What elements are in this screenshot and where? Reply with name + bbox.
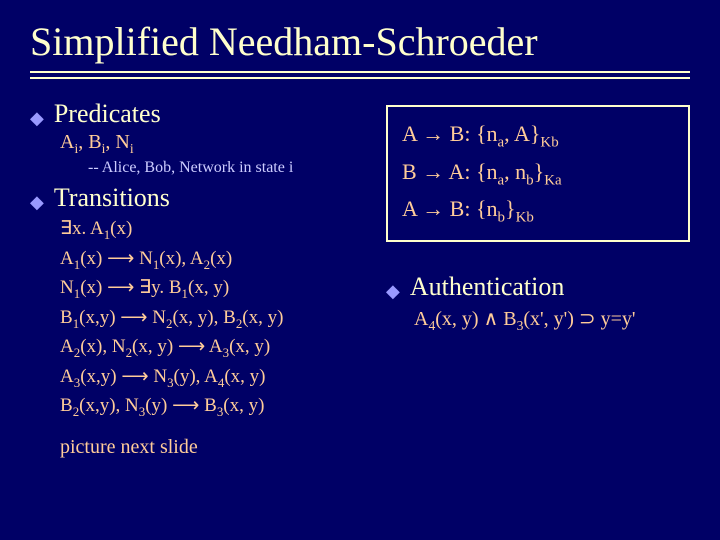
predicates-symbols: Ai, Bi, Ni (60, 131, 366, 157)
transition-line: B2(x,y), N3(y) ⟶ B3(x, y) (60, 392, 366, 422)
authentication-heading-row: ◆ Authentication (386, 272, 690, 302)
left-column: ◆ Predicates Ai, Bi, Ni -- Alice, Bob, N… (30, 99, 366, 459)
bullet-diamond-icon: ◆ (386, 282, 400, 300)
right-column: A → B: {na, A}KbB → A: {na, nb}KaA → B: … (386, 99, 690, 459)
predicates-comment: -- Alice, Bob, Network in state i (88, 159, 366, 177)
transitions-lines: ∃x. A1(x)A1(x) ⟶ N1(x), A2(x)N1(x) ⟶ ∃y.… (30, 215, 366, 422)
protocol-box: A → B: {na, A}KbB → A: {na, nb}KaA → B: … (386, 105, 690, 242)
picture-note: picture next slide (60, 436, 366, 459)
predicates-heading-row: ◆ Predicates (30, 99, 366, 129)
predicates-heading: Predicates (54, 99, 161, 129)
transition-line: N1(x) ⟶ ∃y. B1(x, y) (60, 274, 366, 304)
transitions-heading: Transitions (54, 183, 170, 213)
protocol-line: A → B: {na, A}Kb (402, 117, 674, 155)
transitions-heading-row: ◆ Transitions (30, 183, 366, 213)
title-divider (30, 71, 690, 79)
protocol-line: B → A: {na, nb}Ka (402, 155, 674, 193)
transition-line: A2(x), N2(x, y) ⟶ A3(x, y) (60, 333, 366, 363)
authentication-formula: A4(x, y) ∧ B3(x', y') ⊃ y=y' (414, 306, 690, 334)
transition-line: B1(x,y) ⟶ N2(x, y), B2(x, y) (60, 304, 366, 334)
protocol-line: A → B: {nb}Kb (402, 192, 674, 230)
slide-title: Simplified Needham-Schroeder (30, 18, 690, 65)
bullet-diamond-icon: ◆ (30, 109, 44, 127)
transition-line: A1(x) ⟶ N1(x), A2(x) (60, 245, 366, 275)
transition-line: ∃x. A1(x) (60, 215, 366, 245)
transition-line: A3(x,y) ⟶ N3(y), A4(x, y) (60, 363, 366, 393)
content-area: ◆ Predicates Ai, Bi, Ni -- Alice, Bob, N… (30, 99, 690, 459)
authentication-heading: Authentication (410, 272, 565, 302)
bullet-diamond-icon: ◆ (30, 193, 44, 211)
